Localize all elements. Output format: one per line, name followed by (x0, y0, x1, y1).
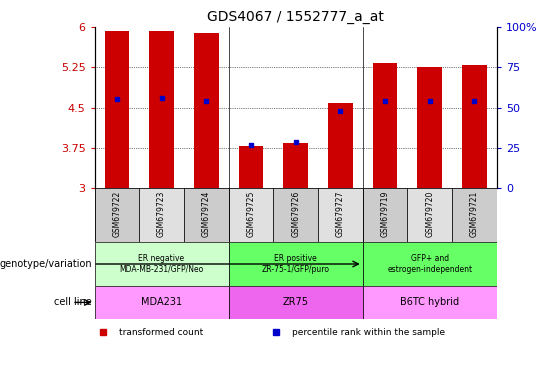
Text: cell line: cell line (54, 297, 92, 308)
Text: ER negative
MDA-MB-231/GFP/Neo: ER negative MDA-MB-231/GFP/Neo (119, 254, 204, 274)
Bar (149, 31, 174, 188)
Text: GSM679725: GSM679725 (246, 191, 255, 237)
Bar (407, 188, 452, 242)
Text: transformed count: transformed count (119, 328, 203, 337)
Bar (194, 33, 219, 188)
Text: GSM679726: GSM679726 (291, 191, 300, 237)
Bar (94, 242, 228, 286)
Bar (328, 103, 353, 188)
Text: GSM679719: GSM679719 (381, 191, 389, 237)
Text: ER positive
ZR-75-1/GFP/puro: ER positive ZR-75-1/GFP/puro (262, 254, 329, 274)
Text: GSM679722: GSM679722 (112, 191, 122, 237)
Bar (228, 242, 363, 286)
Bar (139, 188, 184, 242)
Bar (318, 188, 363, 242)
Bar (363, 242, 497, 286)
Bar (105, 31, 129, 188)
Text: GSM679723: GSM679723 (157, 191, 166, 237)
Bar (273, 188, 318, 242)
Text: GSM679721: GSM679721 (470, 191, 479, 237)
Bar (373, 63, 397, 188)
Text: percentile rank within the sample: percentile rank within the sample (292, 328, 445, 337)
Text: GFP+ and
estrogen-independent: GFP+ and estrogen-independent (387, 254, 472, 274)
Bar (462, 65, 487, 188)
Text: GSM679724: GSM679724 (202, 191, 211, 237)
Bar (284, 143, 308, 188)
Bar (363, 286, 497, 319)
Bar (452, 188, 497, 242)
Text: genotype/variation: genotype/variation (0, 259, 92, 269)
Bar (417, 67, 442, 188)
Text: GSM679727: GSM679727 (336, 191, 345, 237)
Bar (239, 146, 263, 188)
Bar (184, 188, 228, 242)
Bar (363, 188, 407, 242)
Bar (228, 286, 363, 319)
Bar (94, 286, 228, 319)
Text: GSM679720: GSM679720 (426, 191, 434, 237)
Bar (228, 188, 273, 242)
Bar (94, 188, 139, 242)
Text: B6TC hybrid: B6TC hybrid (400, 297, 460, 308)
Text: ZR75: ZR75 (282, 297, 309, 308)
Title: GDS4067 / 1552777_a_at: GDS4067 / 1552777_a_at (207, 10, 384, 25)
Text: MDA231: MDA231 (141, 297, 182, 308)
